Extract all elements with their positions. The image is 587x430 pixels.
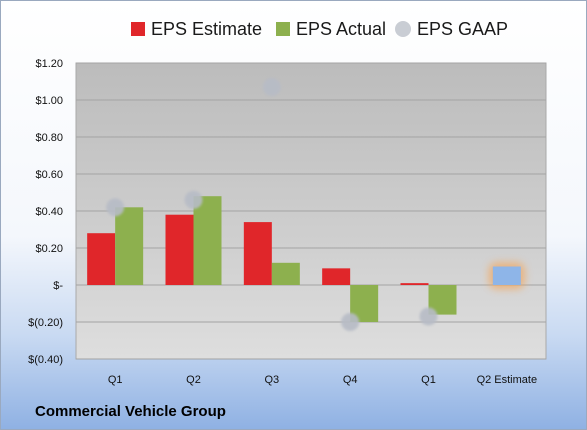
bar-eps-estimate bbox=[87, 233, 116, 285]
legend-item-eps-gaap: EPS GAAP bbox=[395, 17, 508, 41]
bar-eps-estimate bbox=[243, 222, 272, 285]
marker-eps-gaap bbox=[106, 198, 125, 217]
company-name: Commercial Vehicle Group bbox=[35, 403, 226, 420]
legend-item-eps-actual: EPS Actual bbox=[276, 17, 386, 41]
x-tick-label: Q3 bbox=[264, 374, 279, 386]
legend-label-eps-actual: EPS Actual bbox=[296, 18, 387, 39]
y-tick-label: $- bbox=[53, 280, 63, 292]
bar-eps-estimate bbox=[400, 283, 429, 285]
legend-label-eps-gaap: EPS GAAP bbox=[417, 18, 509, 39]
marker-eps-gaap bbox=[419, 307, 438, 326]
bar-forecast bbox=[492, 266, 521, 285]
x-tick-label: Q2 Estimate bbox=[477, 374, 538, 386]
x-tick-label: Q1 bbox=[108, 374, 123, 386]
x-tick-label: Q4 bbox=[343, 374, 358, 386]
y-tick-label: $0.40 bbox=[35, 206, 63, 218]
x-tick-label: Q2 bbox=[186, 374, 201, 386]
legend-label-eps-estimate: EPS Estimate bbox=[151, 18, 263, 39]
y-tick-label: $0.80 bbox=[35, 132, 63, 144]
bar-eps-actual bbox=[193, 196, 222, 285]
bar-eps-actual bbox=[271, 262, 300, 285]
legend-item-eps-estimate: EPS Estimate bbox=[131, 17, 262, 41]
x-tick-label: Q1 bbox=[421, 374, 436, 386]
legend-swatch-eps-gaap bbox=[395, 21, 411, 37]
y-tick-label: $(0.40) bbox=[28, 354, 63, 366]
marker-eps-gaap bbox=[184, 190, 203, 209]
y-tick-label: $0.60 bbox=[35, 169, 63, 181]
y-tick-label: $(0.20) bbox=[28, 317, 63, 329]
legend-swatch-eps-estimate bbox=[131, 22, 145, 36]
legend-swatch-eps-actual bbox=[276, 22, 290, 36]
y-tick-label: $1.00 bbox=[35, 95, 63, 107]
marker-eps-gaap bbox=[262, 78, 281, 97]
marker-eps-gaap bbox=[341, 313, 360, 331]
bar-eps-estimate bbox=[165, 214, 194, 285]
y-tick-label: $0.20 bbox=[35, 243, 63, 255]
bar-eps-estimate bbox=[322, 268, 351, 285]
y-tick-label: $1.20 bbox=[35, 58, 63, 70]
bar-eps-actual bbox=[115, 207, 144, 285]
